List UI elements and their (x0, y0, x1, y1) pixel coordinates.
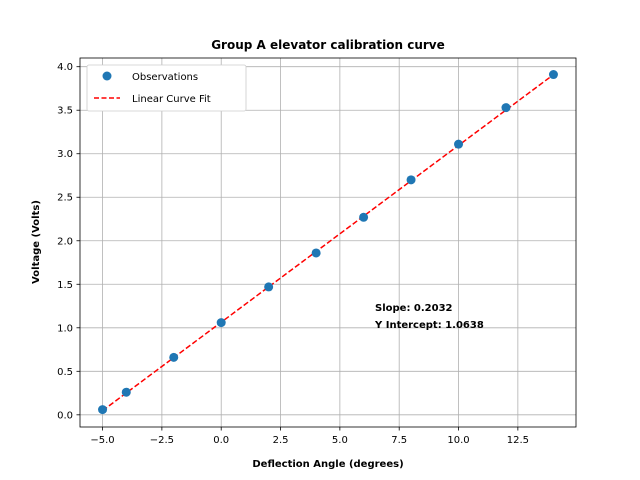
slope-annotation: Slope: 0.2032 (375, 303, 453, 314)
observation-point (406, 175, 416, 185)
grid-layer (80, 58, 576, 427)
observation-point (216, 318, 226, 328)
y-axis-label: Voltage (Volts) (31, 200, 42, 284)
x-axis-label: Deflection Angle (degrees) (252, 459, 403, 470)
legend-box (86, 64, 247, 112)
x-tick-label: −5.0 (90, 435, 114, 446)
observation-point (264, 282, 274, 292)
x-tick-label: 7.5 (391, 435, 407, 446)
x-tick-label: 10.0 (447, 435, 469, 446)
x-tick-label: 2.5 (273, 435, 289, 446)
linear-fit-line (102, 74, 554, 412)
x-axis-ticks: −5.0 −2.5 0.0 2.5 5.0 7.5 10.0 12.5 (90, 427, 529, 446)
y-tick-label: 2.5 (57, 193, 73, 204)
observation-point (311, 248, 321, 258)
intercept-annotation: Y Intercept: 1.0638 (374, 320, 484, 331)
chart-title: Group A elevator calibration curve (211, 38, 445, 52)
y-axis-ticks: 0.0 0.5 1.0 1.5 2.0 2.5 3.0 3.5 4.0 (57, 62, 80, 421)
y-tick-label: 3.5 (57, 106, 73, 117)
observation-point (121, 387, 131, 397)
y-tick-label: 3.0 (57, 149, 73, 160)
observation-point (169, 352, 179, 362)
y-tick-label: 2.0 (57, 236, 73, 247)
legend-label-fit: Linear Curve Fit (132, 94, 211, 105)
x-tick-label: 0.0 (213, 435, 229, 446)
y-tick-label: 0.0 (57, 410, 73, 421)
plot-area-frame (79, 57, 577, 428)
legend: Observations Linear Curve Fit (86, 64, 247, 112)
points-layer (98, 70, 558, 415)
y-tick-label: 1.0 (57, 323, 73, 334)
observation-point (501, 103, 511, 113)
observation-point (359, 212, 369, 222)
x-tick-label: 5.0 (332, 435, 348, 446)
y-tick-label: 4.0 (57, 62, 73, 73)
observation-point (548, 70, 558, 80)
y-tick-label: 1.5 (57, 280, 73, 291)
observation-point (98, 405, 108, 415)
y-tick-label: 0.5 (57, 367, 73, 378)
fit-line-layer (102, 74, 554, 412)
x-tick-label: 12.5 (507, 435, 529, 446)
x-tick-label: −2.5 (150, 435, 174, 446)
legend-label-observations: Observations (132, 72, 198, 83)
observation-point (454, 139, 464, 149)
legend-marker-observations (102, 71, 112, 81)
